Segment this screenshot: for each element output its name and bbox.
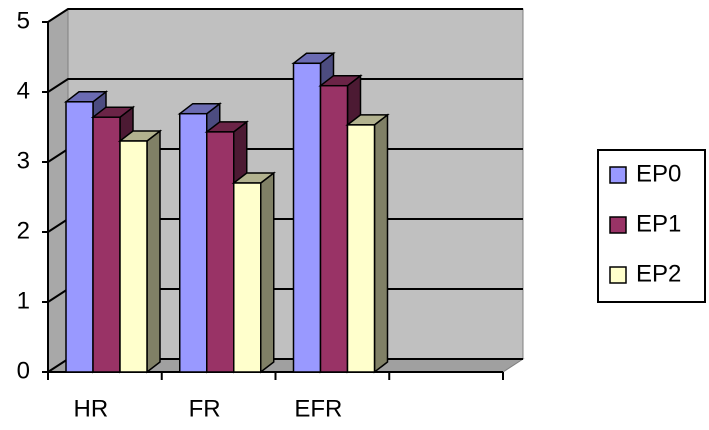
legend-swatch bbox=[609, 216, 627, 234]
y-tick-label: 0 bbox=[17, 357, 30, 384]
bar-front bbox=[233, 182, 262, 373]
x-tick-label: HR bbox=[74, 395, 109, 422]
legend-label: EP0 bbox=[636, 160, 681, 187]
bar-side bbox=[146, 129, 161, 374]
bar-front bbox=[206, 131, 235, 373]
bar-front bbox=[92, 116, 121, 373]
y-tick-label: 1 bbox=[17, 287, 30, 314]
legend-swatch bbox=[609, 266, 627, 284]
bar-front bbox=[319, 84, 349, 373]
grid-line bbox=[47, 78, 523, 93]
legend-label: EP2 bbox=[636, 260, 681, 287]
bar bbox=[117, 129, 163, 374]
legend-label: EP1 bbox=[636, 210, 681, 237]
bar bbox=[231, 171, 276, 374]
bar-front bbox=[65, 101, 94, 373]
y-tick-label: 3 bbox=[17, 147, 30, 174]
bar-front bbox=[292, 62, 322, 373]
y-tick-label: 5 bbox=[17, 7, 30, 34]
side-wall bbox=[47, 8, 69, 373]
grid-line bbox=[47, 8, 523, 23]
y-tick-label: 4 bbox=[17, 77, 30, 104]
bar-side bbox=[260, 171, 275, 374]
bar-front bbox=[179, 112, 208, 373]
y-tick-label: 2 bbox=[17, 217, 30, 244]
bar-front bbox=[119, 140, 148, 373]
legend-swatch bbox=[609, 166, 627, 184]
bar-front bbox=[346, 124, 376, 373]
x-tick-label: FR bbox=[189, 395, 221, 422]
bar-side bbox=[373, 113, 389, 374]
bar bbox=[345, 113, 390, 374]
x-tick-label: EFR bbox=[294, 395, 342, 422]
